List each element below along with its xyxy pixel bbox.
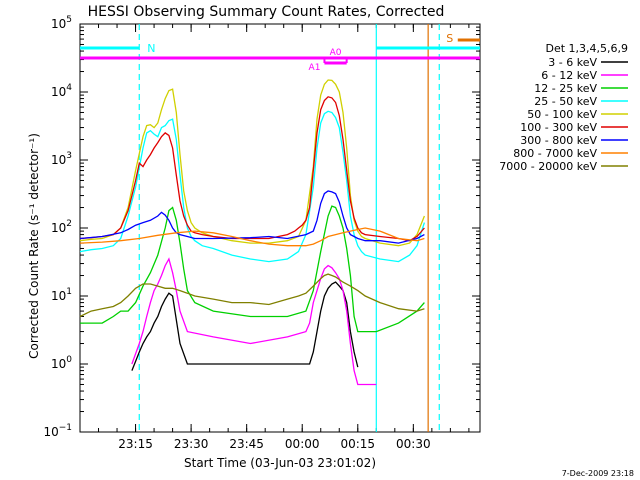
y-tick-label: 103	[51, 151, 72, 167]
legend-item-label: 50 - 100 keV	[527, 108, 597, 121]
x-axis-label: Start Time (03-Jun-03 23:01:02)	[184, 456, 376, 470]
legend-item-label: 12 - 25 keV	[534, 82, 597, 95]
legend-item-label: 6 - 12 keV	[541, 69, 597, 82]
night-label: N	[147, 42, 155, 55]
y-tick-label: 104	[51, 83, 72, 99]
legend-item-label: 3 - 6 keV	[548, 56, 597, 69]
legend-item-label: 800 - 7000 keV	[513, 147, 597, 160]
y-tick-label: 101	[51, 287, 72, 303]
chart-title: HESSI Observing Summary Count Rates, Cor…	[88, 4, 445, 20]
saa-label: S	[446, 32, 453, 45]
legend-header: Det 1,3,4,5,6,9	[545, 42, 628, 55]
legend-item-label: 300 - 800 keV	[520, 134, 597, 147]
x-tick-label: 23:30	[174, 437, 209, 451]
x-tick-label: 00:30	[396, 437, 431, 451]
y-tick-label: 100	[51, 355, 72, 371]
y-tick-label: 105	[51, 15, 72, 31]
x-tick-label: 23:45	[229, 437, 264, 451]
series-line	[131, 257, 377, 386]
series-line	[79, 110, 426, 263]
attenuator-label-a0: A0	[330, 48, 342, 58]
legend-item-label: 7000 - 20000 keV	[499, 160, 597, 173]
y-tick-label: 102	[51, 219, 72, 235]
series-line	[79, 79, 426, 247]
series-line	[79, 273, 425, 318]
series-line	[79, 190, 425, 244]
series-line	[80, 205, 425, 333]
series-line	[79, 227, 425, 247]
series-line	[131, 281, 359, 371]
x-tick-label: 23:15	[118, 437, 153, 451]
x-tick-label: 00:15	[340, 437, 375, 451]
timestamp: 7-Dec-2009 23:18	[561, 469, 634, 478]
y-tick-label: 10−1	[43, 423, 72, 439]
y-axis-label: Corrected Count Rate (s⁻¹ detector⁻¹)	[27, 133, 41, 359]
series-line	[79, 96, 425, 242]
legend-item-label: 100 - 300 keV	[520, 121, 597, 134]
plot-area: 10−1 100 101 102 103 104 105 23:15 23:30 23:45 00:…	[43, 15, 481, 451]
attenuator-label-a1: A1	[309, 63, 321, 73]
legend-item-label: 25 - 50 keV	[534, 95, 597, 108]
x-tick-label: 00:00	[285, 437, 320, 451]
